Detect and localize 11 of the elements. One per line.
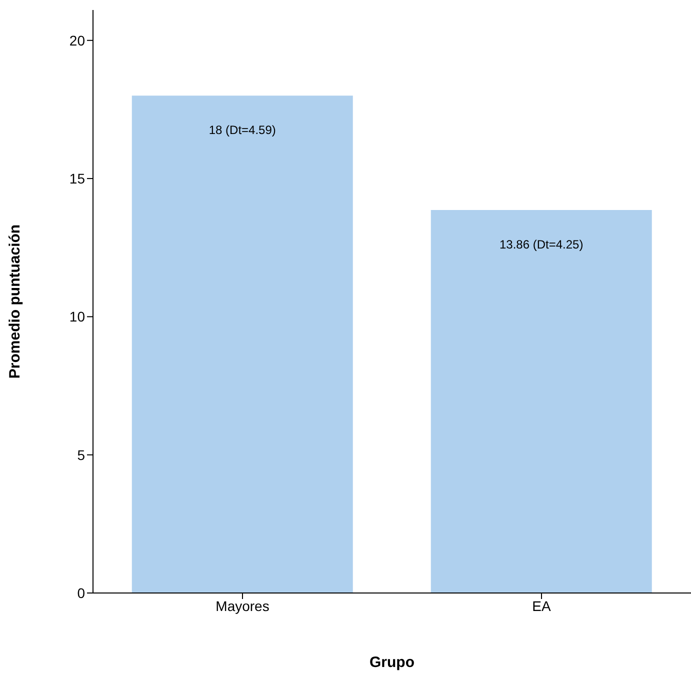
data-label: 13.86 (Dt=4.25) xyxy=(500,238,584,252)
data-label: 18 (Dt=4.59) xyxy=(208,123,276,138)
y-tick-label: 20 xyxy=(69,32,86,48)
y-axis-title: Promedio puntuación xyxy=(6,224,24,379)
y-tick-label: 5 xyxy=(77,446,86,463)
y-tick-label: 10 xyxy=(69,308,86,325)
x-tick-label: EA xyxy=(532,598,552,614)
y-tick-label: 0 xyxy=(77,584,86,601)
x-axis-title: Grupo xyxy=(370,654,414,671)
x-tick-label: Mayores xyxy=(216,598,270,614)
y-tick-label: 15 xyxy=(69,170,86,187)
